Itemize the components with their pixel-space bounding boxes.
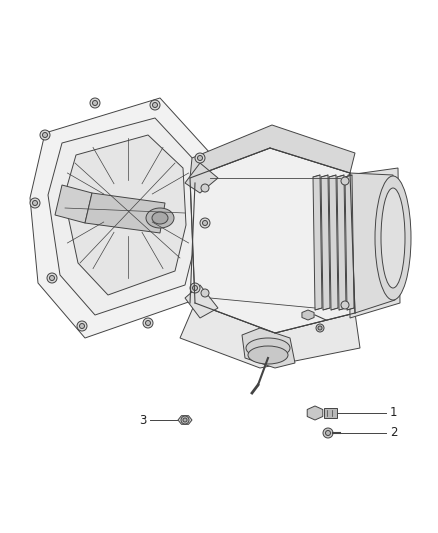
Text: 2: 2 — [390, 426, 398, 440]
Circle shape — [143, 318, 153, 328]
Text: 1: 1 — [390, 407, 398, 419]
Circle shape — [30, 198, 40, 208]
Circle shape — [49, 276, 54, 280]
Circle shape — [80, 324, 85, 328]
Polygon shape — [85, 193, 165, 233]
Polygon shape — [324, 408, 337, 418]
Circle shape — [341, 177, 349, 185]
Ellipse shape — [246, 338, 290, 358]
Circle shape — [316, 324, 324, 332]
Circle shape — [190, 283, 200, 293]
Circle shape — [195, 153, 205, 163]
Polygon shape — [350, 173, 395, 313]
Polygon shape — [185, 163, 218, 193]
Circle shape — [47, 273, 57, 283]
Polygon shape — [321, 175, 330, 310]
Circle shape — [77, 321, 87, 331]
Circle shape — [201, 289, 209, 297]
Polygon shape — [345, 175, 354, 310]
Polygon shape — [337, 175, 346, 310]
Circle shape — [145, 320, 151, 326]
Polygon shape — [190, 148, 355, 333]
Circle shape — [150, 100, 160, 110]
Polygon shape — [348, 168, 400, 318]
Polygon shape — [178, 416, 192, 424]
Polygon shape — [55, 185, 92, 223]
Ellipse shape — [381, 188, 405, 288]
Circle shape — [201, 184, 209, 192]
Ellipse shape — [375, 176, 411, 300]
Circle shape — [202, 221, 208, 225]
Circle shape — [32, 200, 38, 206]
Polygon shape — [242, 328, 295, 368]
Circle shape — [183, 418, 187, 422]
Circle shape — [90, 98, 100, 108]
Text: 3: 3 — [140, 414, 147, 426]
Circle shape — [152, 102, 158, 108]
Circle shape — [42, 133, 47, 138]
Circle shape — [325, 431, 331, 435]
Circle shape — [192, 286, 198, 290]
Polygon shape — [190, 125, 355, 178]
Polygon shape — [180, 303, 360, 368]
Circle shape — [200, 218, 210, 228]
Ellipse shape — [146, 208, 174, 228]
Polygon shape — [48, 118, 198, 315]
Circle shape — [323, 428, 333, 438]
Polygon shape — [185, 285, 218, 318]
Polygon shape — [64, 135, 186, 295]
Circle shape — [318, 326, 322, 330]
Circle shape — [40, 130, 50, 140]
Ellipse shape — [248, 346, 288, 364]
Polygon shape — [329, 175, 338, 310]
Circle shape — [198, 156, 202, 160]
Circle shape — [341, 301, 349, 309]
Circle shape — [181, 416, 189, 424]
Polygon shape — [302, 310, 314, 320]
Polygon shape — [30, 98, 215, 338]
Polygon shape — [313, 175, 322, 310]
Ellipse shape — [152, 212, 168, 224]
Circle shape — [92, 101, 98, 106]
Polygon shape — [307, 406, 323, 420]
